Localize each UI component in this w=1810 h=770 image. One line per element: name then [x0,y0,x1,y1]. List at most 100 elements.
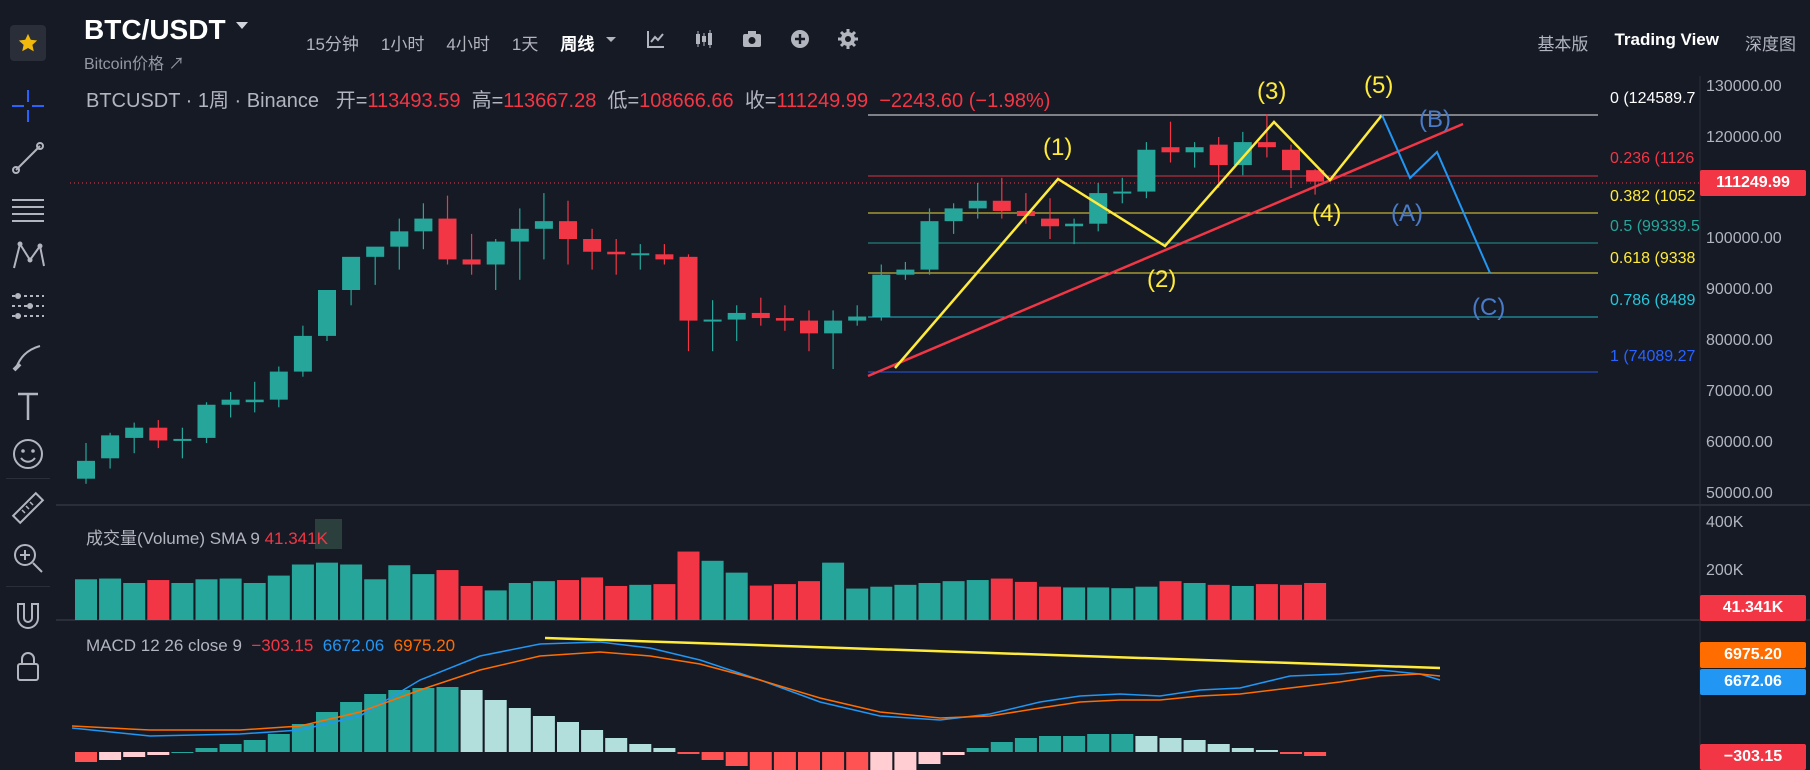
fib-label-0: 0 (124589.7 [1610,90,1696,107]
macd-hist-bar [990,742,1013,752]
wave-label-4: (4) [1312,200,1342,227]
settings-icon[interactable] [837,28,859,50]
macd-hist-bar [460,690,483,752]
legend-low: 108666.66 [639,90,734,112]
favorite-button[interactable] [10,25,46,61]
fib-label-1: 1 (74089.27 [1610,348,1696,365]
view-basic[interactable]: 基本版 [1537,35,1589,54]
interval-1h[interactable]: 1小时 [380,35,425,54]
macd-hist-bar [147,752,170,755]
macd-line [71,641,1441,737]
macd-hist-bar [1063,736,1086,752]
macd-hist-bar [99,752,122,760]
volume-bar [798,581,820,620]
crosshair-icon[interactable] [8,86,48,126]
candle-body [631,253,650,256]
candle-body [775,318,794,321]
price-label: 50000.00 [1706,485,1773,502]
macd-signal-value: 6975.20 [393,636,456,655]
volume-axis-label: 400K [1706,514,1744,531]
candle-body [245,399,264,403]
candle-body [125,427,144,438]
indicator-icon[interactable] [645,28,667,50]
candle-body [968,200,987,209]
macd-hist-bar [846,752,869,770]
volume-bar [75,579,97,620]
camera-icon[interactable] [741,28,763,50]
candle-body [848,316,867,321]
gann-icon[interactable] [8,286,48,326]
brush-icon[interactable] [8,336,48,376]
symbol-dropdown-caret[interactable] [236,22,248,29]
trendline-icon[interactable] [8,138,48,178]
toolbar-divider [6,478,50,479]
fib-icon[interactable] [8,190,48,230]
volume-bar [1014,581,1037,620]
candle-body [1282,149,1300,171]
macd-hist-bar [918,752,941,764]
ruler-icon[interactable] [8,488,48,528]
candle-body [944,208,963,222]
macd-hist-bar [822,752,845,770]
candle-body [920,221,939,270]
interval-1d[interactable]: 1天 [511,35,539,54]
candle-body [534,221,553,229]
macd-hist-bar [1231,748,1254,752]
macd-hist-bar [291,724,314,752]
macd-hist-bar [581,730,604,752]
volume-bar [388,565,411,620]
candle-body [1113,191,1132,194]
candle-body [269,371,288,400]
candle-body [1016,210,1035,217]
volume-bar [1207,584,1230,620]
fib-label-0618: 0.618 (9338 [1610,250,1696,267]
volume-bar [171,583,194,620]
candle-body [510,228,529,242]
symbol-title[interactable]: BTC/USDT [84,14,226,45]
interval-4h[interactable]: 4小时 [446,35,490,54]
candle-body [293,335,312,372]
wave-label-b: (B) [1419,106,1451,133]
volume-bar [219,578,242,620]
interval-more-icon[interactable] [600,28,622,50]
volume-bar [195,579,218,620]
macd-hist-bar [798,752,820,770]
interval-tabs: 15分钟 1小时 4小时 1天 周线 [306,30,616,55]
candle-body [1209,144,1228,166]
candle-body [1041,218,1059,227]
price-label: 130000.00 [1706,78,1782,95]
volume-bar [99,578,122,620]
view-tradingview[interactable]: Trading View [1614,30,1719,49]
lock-icon[interactable] [8,646,48,686]
candle-body [342,256,361,290]
volume-bar [508,583,531,620]
symbol-subtitle[interactable]: Bitcoin价格 ↗ [84,56,185,73]
candle-body [896,269,915,275]
volume-bar [460,585,483,620]
candles-type-icon[interactable] [693,28,715,50]
interval-1w[interactable]: 周线 [560,35,595,54]
pattern-icon[interactable] [8,236,48,276]
legend-low-label: 低= [607,90,640,112]
text-icon[interactable] [8,386,48,426]
interval-15m[interactable]: 15分钟 [306,35,359,54]
volume-bar [653,584,676,620]
emoji-icon[interactable] [8,434,48,474]
macd-hist-bar [219,744,242,752]
volume-bar [436,570,459,620]
volume-bar [725,572,748,620]
macd-hist-bar [388,690,411,752]
macd-hist-bar [1304,752,1327,756]
legend-high-label: 高= [471,90,504,112]
zoom-icon[interactable] [8,538,48,578]
view-depth[interactable]: 深度图 [1745,35,1796,54]
legend-open-label: 开= [335,90,368,112]
volume-bar [966,580,989,620]
add-icon[interactable] [789,28,811,50]
macd-hist-bar [267,734,290,752]
fib-label-0786: 0.786 (8489 [1610,292,1696,309]
volume-bar [1111,588,1134,620]
magnet-icon[interactable] [8,596,48,636]
macd-hist-bar [629,744,652,752]
